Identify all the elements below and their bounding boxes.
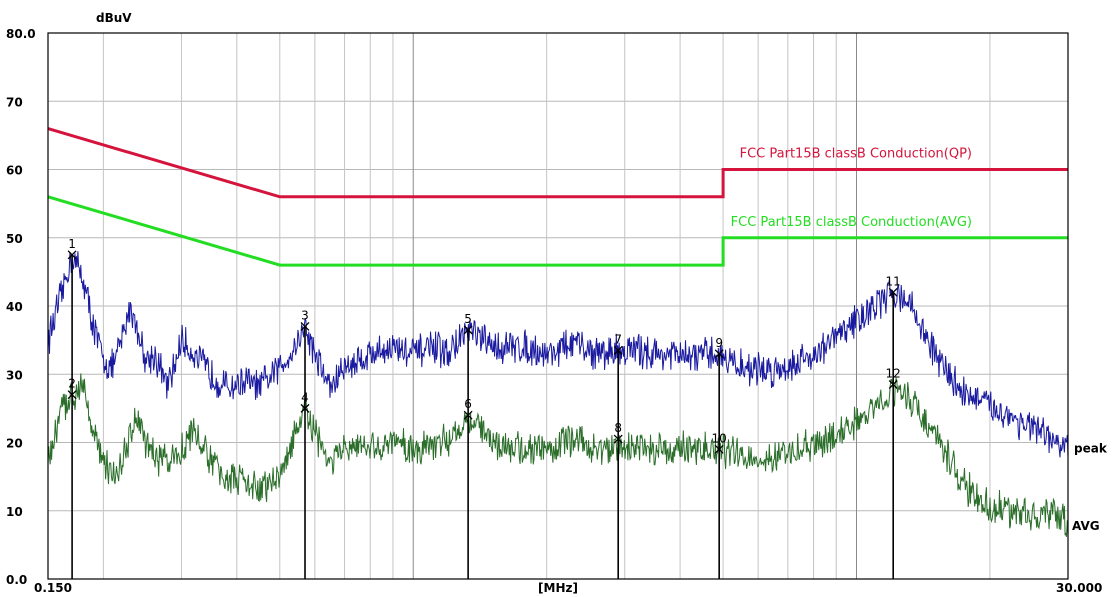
series-label-avg: AVG xyxy=(1072,519,1100,533)
y-tick-label: 20 xyxy=(6,437,23,451)
y-tick-label: 30 xyxy=(6,368,23,382)
marker-label: 5 xyxy=(464,312,472,326)
marker-label: 3 xyxy=(301,308,309,322)
grid xyxy=(48,33,1068,579)
y-tick-label: 0.0 xyxy=(6,573,27,587)
x-min-tick-label: 0.150 xyxy=(34,581,72,595)
marker-label: 11 xyxy=(886,274,901,288)
series-line xyxy=(47,373,1069,538)
y-tick-label: 80.0 xyxy=(6,27,36,41)
y-tick-label: 50 xyxy=(6,232,23,246)
plot-frame xyxy=(47,32,1069,580)
y-tick-label: 60 xyxy=(6,164,23,178)
limit-lines xyxy=(47,127,1068,267)
limit-line xyxy=(47,127,1068,199)
y-tick-labels: 80.0 70 60 50 40 30 20 10 0.0 xyxy=(6,27,36,587)
limit-line xyxy=(47,195,1068,267)
series-line xyxy=(47,251,1069,458)
series-labels: FCC Part15B classB Conduction(QP) FCC Par… xyxy=(731,147,1108,533)
y-tick-label: 10 xyxy=(6,505,23,519)
series-label-peak: peak xyxy=(1074,441,1108,455)
marker-label: 9 xyxy=(715,336,723,350)
marker-x xyxy=(613,345,623,355)
limit-label-qp: FCC Part15B classB Conduction(QP) xyxy=(740,147,972,162)
y-tick-label: 40 xyxy=(6,300,23,314)
x-max-tick-label: 30.000 xyxy=(1056,581,1102,595)
x-unit-label: [MHz] xyxy=(538,581,578,595)
marker-label: 1 xyxy=(68,237,76,251)
y-unit-label: dBuV xyxy=(96,11,132,25)
marker-label: 7 xyxy=(614,332,622,346)
markers: 123456789101112 xyxy=(67,237,901,579)
data-series xyxy=(47,251,1069,538)
limit-label-avg: FCC Part15B classB Conduction(AVG) xyxy=(731,215,972,230)
y-tick-label: 70 xyxy=(6,95,23,109)
